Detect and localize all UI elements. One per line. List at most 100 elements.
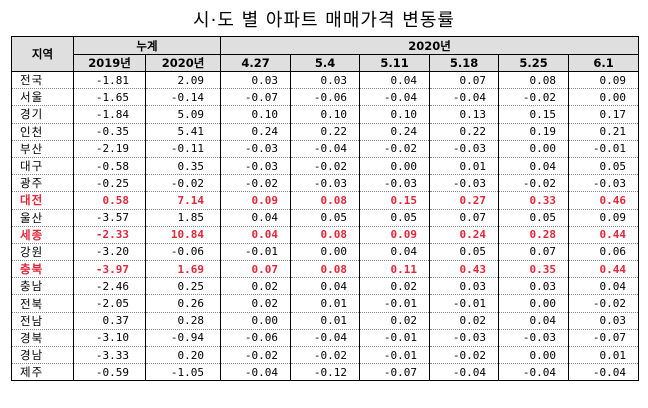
col-header: 5.4 [290, 54, 361, 72]
value-cell: -3.10 [73, 329, 146, 348]
value-cell: 0.13 [429, 105, 500, 124]
value-cell: 0.43 [429, 260, 500, 279]
value-cell: 1.69 [144, 260, 222, 279]
table-row: 대구 -0.58 0.35 -0.03 -0.02 0.00 0.01 0.04 0.05 [11, 157, 640, 176]
region-cell: 부산 [11, 140, 74, 158]
col-header: 5.25 [498, 54, 570, 72]
value-cell: -0.03 [290, 174, 361, 193]
value-cell: -0.01 [359, 346, 431, 365]
col-header: 2020년 [144, 54, 222, 72]
value-cell: 0.10 [290, 105, 361, 124]
value-cell: -0.02 [359, 140, 431, 158]
value-cell: 7.14 [144, 191, 222, 210]
value-cell: 0.21 [568, 123, 640, 141]
region-cell: 전국 [11, 71, 74, 90]
value-cell: 0.09 [359, 226, 431, 244]
region-cell: 세종 [11, 226, 74, 244]
value-cell: -2.05 [73, 294, 146, 313]
value-cell: 5.41 [144, 123, 222, 141]
page-title: 시·도 별 아파트 매매가격 변동률 [193, 10, 455, 31]
value-cell: 0.00 [498, 294, 570, 313]
value-cell: -0.11 [144, 140, 222, 158]
value-cell: 0.01 [290, 312, 361, 330]
table-row: 경북 -3.10 -0.94 -0.06 -0.04 -0.01 -0.03 -0.03 -0.… [11, 329, 640, 348]
value-cell: 0.00 [498, 140, 570, 158]
value-cell: 0.09 [220, 191, 292, 210]
value-cell: -0.01 [359, 294, 431, 313]
value-cell: 0.33 [498, 191, 570, 210]
value-cell: 1.85 [144, 209, 222, 227]
table-row: 충북 -3.97 1.69 0.07 0.08 0.11 0.43 0.35 0.44 [11, 260, 640, 279]
value-cell: 0.01 [568, 346, 640, 365]
value-cell: -2.19 [73, 140, 146, 158]
cumulative-header: 누계 [72, 36, 222, 55]
region-cell: 대전 [11, 191, 74, 210]
value-cell: -0.03 [429, 329, 500, 348]
value-cell: -3.57 [73, 209, 146, 227]
value-cell: -0.07 [220, 88, 292, 107]
value-cell: 0.15 [498, 105, 570, 124]
value-cell: 0.04 [220, 226, 292, 244]
value-cell: -0.03 [429, 140, 500, 158]
table-row: 경남 -3.33 0.20 -0.02 -0.02 -0.01 -0.02 0.00 0.01 [11, 346, 640, 365]
value-cell: 0.05 [568, 157, 640, 176]
value-cell: 0.03 [568, 312, 640, 330]
col-header: 4.27 [220, 54, 292, 72]
region-cell: 전북 [11, 294, 74, 313]
value-cell: -0.02 [498, 174, 570, 193]
region-cell: 경북 [11, 329, 74, 348]
value-cell: -0.01 [359, 329, 431, 348]
value-cell: 0.24 [359, 123, 431, 141]
value-cell: -0.12 [290, 363, 361, 382]
region-cell: 전남 [11, 312, 74, 330]
value-cell: -0.01 [568, 140, 640, 158]
value-cell: -0.07 [359, 363, 431, 382]
value-cell: 0.04 [498, 157, 570, 176]
value-cell: 0.24 [220, 123, 292, 141]
value-cell: 5.09 [144, 105, 222, 124]
region-cell: 서울 [11, 88, 74, 107]
value-cell: 0.44 [568, 260, 640, 279]
value-cell: 0.03 [220, 71, 292, 90]
value-cell: -0.02 [290, 157, 361, 176]
value-cell: 0.04 [359, 243, 431, 262]
table-row: 부산 -2.19 -0.11 -0.03 -0.04 -0.02 -0.03 0.00 -0.0… [11, 140, 640, 158]
value-cell: 0.02 [220, 294, 292, 313]
value-cell: -0.04 [568, 363, 640, 382]
value-cell: 0.37 [73, 312, 146, 330]
value-cell: -0.02 [429, 346, 500, 365]
value-cell: 0.02 [359, 312, 431, 330]
value-cell: 0.19 [498, 123, 570, 141]
value-cell: -0.02 [568, 294, 640, 313]
value-cell: 0.20 [144, 346, 222, 365]
value-cell: -0.03 [220, 157, 292, 176]
value-cell: -0.59 [73, 363, 146, 382]
value-cell: 0.10 [220, 105, 292, 124]
value-cell: 0.27 [429, 191, 500, 210]
value-cell: 0.26 [144, 294, 222, 313]
region-cell: 인천 [11, 123, 74, 141]
value-cell: 0.10 [359, 105, 431, 124]
value-cell: -0.04 [290, 329, 361, 348]
value-cell: 0.00 [359, 157, 431, 176]
value-cell: 0.05 [359, 209, 431, 227]
value-cell: -2.33 [73, 226, 146, 244]
region-cell: 대구 [11, 157, 74, 176]
region-cell: 충북 [11, 260, 74, 279]
value-cell: -0.25 [73, 174, 146, 193]
value-cell: -0.04 [359, 88, 431, 107]
value-cell: -0.02 [498, 88, 570, 107]
region-header: 지역 [11, 36, 74, 72]
region-cell: 경남 [11, 346, 74, 365]
value-cell: 0.04 [359, 71, 431, 90]
value-cell: 0.01 [429, 157, 500, 176]
value-cell: -2.46 [73, 277, 146, 296]
value-cell: 0.24 [429, 226, 500, 244]
value-cell: -0.04 [220, 363, 292, 382]
value-cell: 0.04 [290, 277, 361, 296]
value-cell: 0.03 [429, 277, 500, 296]
value-cell: 0.35 [144, 157, 222, 176]
value-cell: 10.84 [144, 226, 222, 244]
value-cell: 0.00 [220, 312, 292, 330]
value-cell: 0.46 [568, 191, 640, 210]
